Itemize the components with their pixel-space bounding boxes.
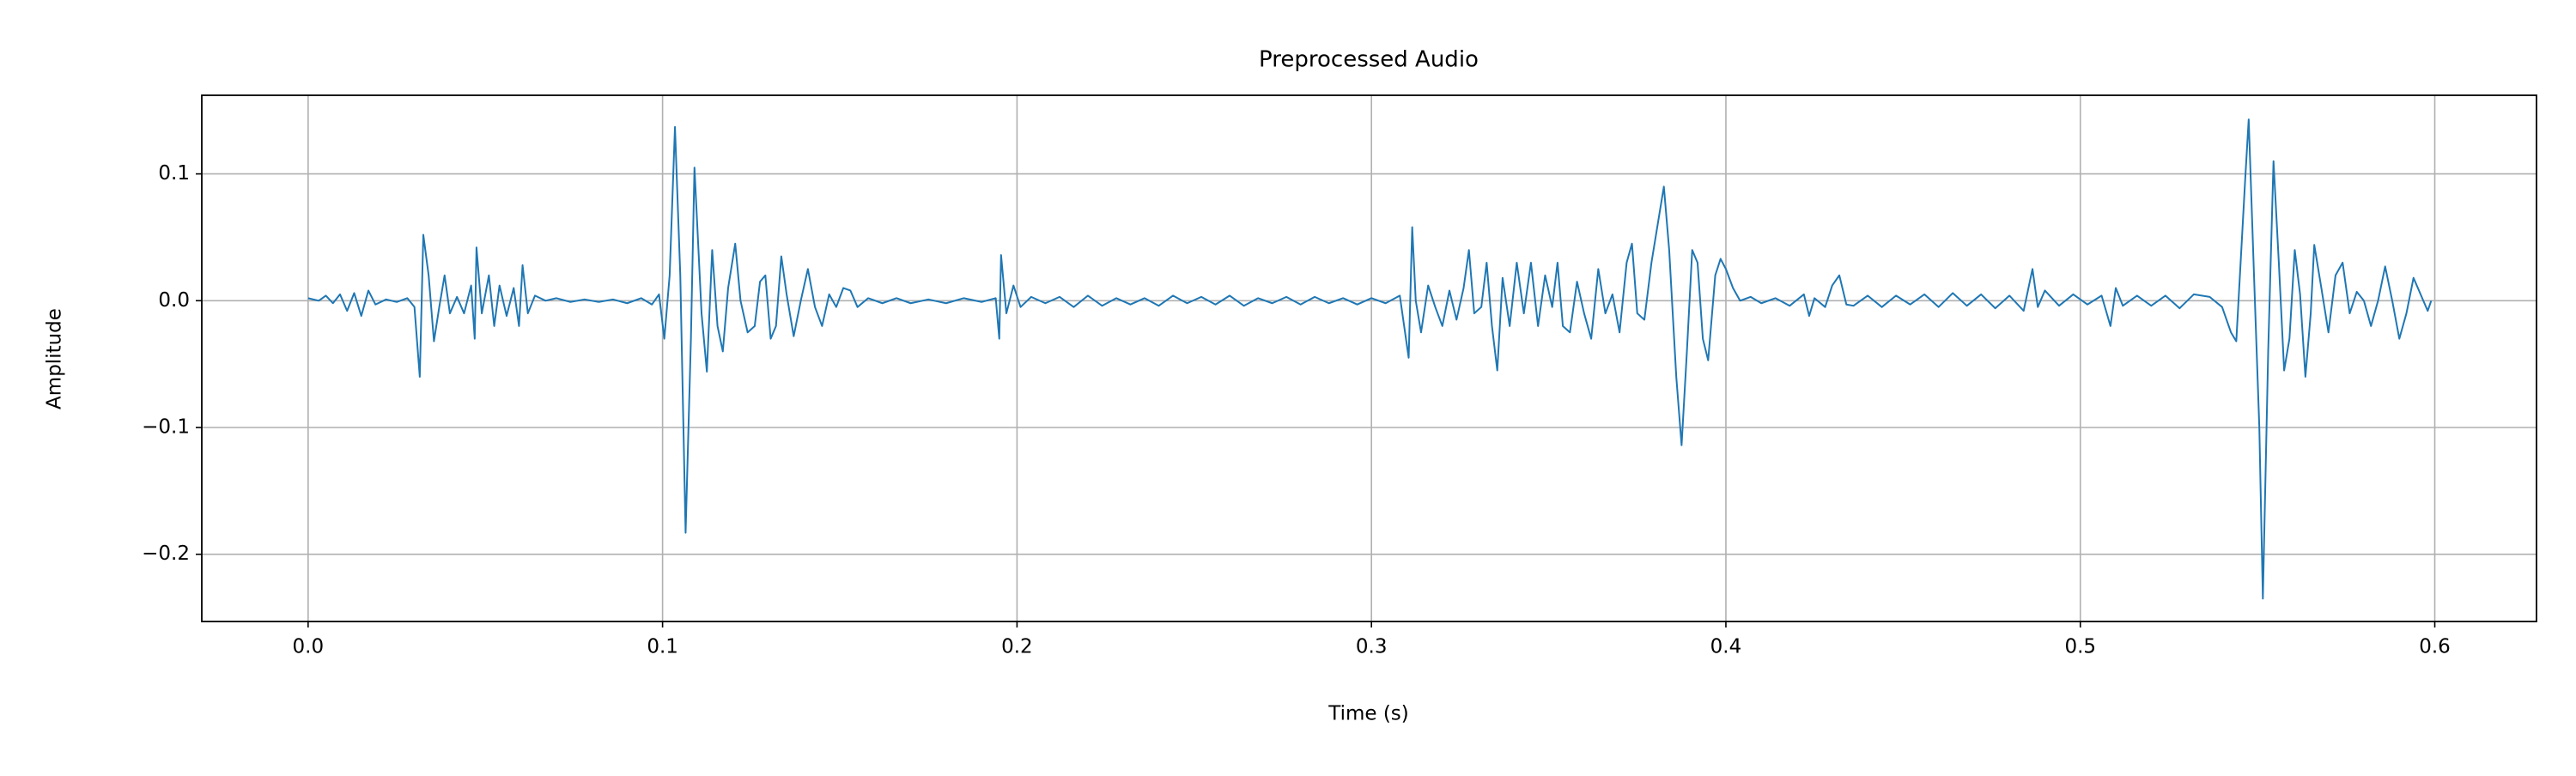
y-tick-label: −0.1 [142,416,190,439]
waveform-line [307,118,2433,600]
x-tick-label: 0.6 [2419,636,2451,658]
x-tick-label: 0.4 [1710,636,1742,658]
y-tick-label: 0.1 [158,162,190,185]
y-tick-label: −0.2 [142,543,190,565]
x-tick-label: 0.0 [293,636,325,658]
chart-title: Preprocessed Audio [1259,47,1479,73]
x-tick-label: 0.2 [1001,636,1033,658]
x-tick-label: 0.3 [1356,636,1388,658]
y-tick-label: 0.0 [158,289,190,312]
y-axis-label: Amplitude [44,308,66,409]
x-tick-label: 0.1 [647,636,678,658]
plot-frame [201,94,2537,622]
x-axis-label: Time (s) [1327,703,1409,725]
x-tick-label: 0.5 [2064,636,2096,658]
